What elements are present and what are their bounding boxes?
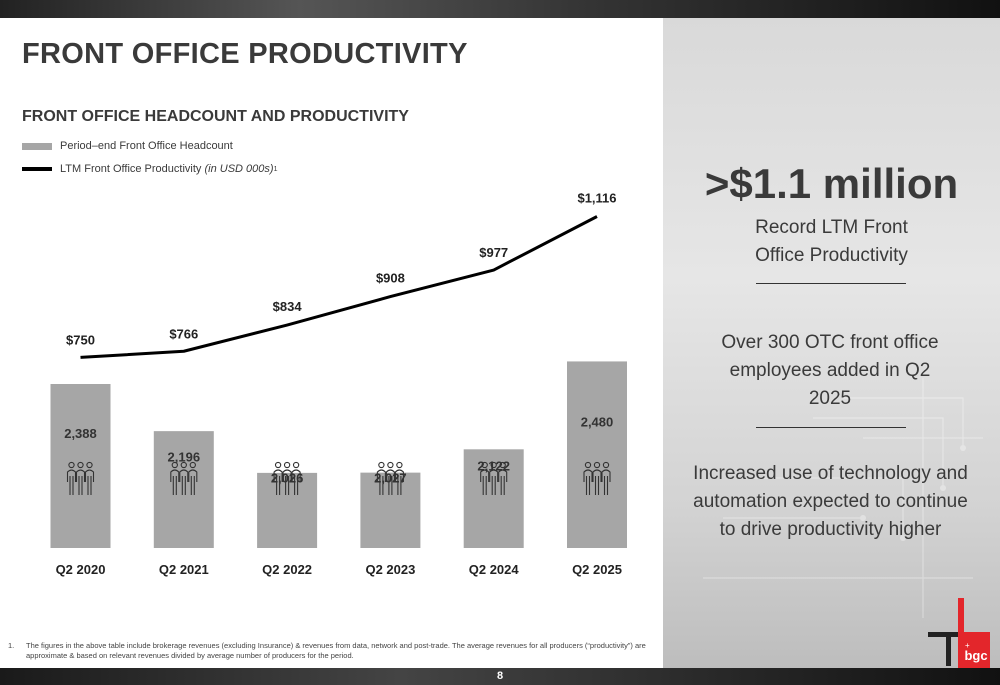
legend-line-label: LTM Front Office Productivity — [60, 163, 202, 175]
legend-bar: Period–end Front Office Headcount — [22, 140, 233, 152]
people-icon — [66, 461, 95, 495]
line-value-label: $834 — [273, 299, 303, 314]
people-icon — [170, 461, 198, 495]
circuit-decoration — [703, 378, 983, 618]
page-title: FRONT OFFICE PRODUCTIVITY — [22, 38, 468, 70]
divider-1 — [756, 283, 906, 284]
bar-q2-2023 — [360, 472, 421, 548]
people-icon — [273, 461, 301, 495]
x-axis-label: Q2 2022 — [262, 562, 312, 577]
legend-line-swatch — [22, 167, 52, 171]
bgc-logo: bgc + — [928, 598, 990, 668]
highlight-technology: Increased use of technology and automati… — [693, 463, 968, 540]
bar-q2-2020 — [50, 384, 111, 548]
kpi-headline-caption: Record LTM Front Office Productivity — [755, 217, 908, 266]
line-value-label: $750 — [66, 332, 95, 347]
highlight-employees: Over 300 OTC front office employees adde… — [721, 332, 939, 409]
right-panel-background — [663, 18, 1000, 668]
bar-value-label: 2,480 — [581, 415, 614, 430]
kpi-headline: >$1.1 million — [704, 160, 959, 207]
people-icon — [480, 461, 508, 495]
productivity-line — [80, 215, 598, 359]
footnote-text: The figures in the above table include b… — [26, 641, 646, 660]
bar-value-label: 2,196 — [168, 450, 201, 465]
x-axis-label: Q2 2021 — [159, 562, 209, 577]
page-number: 8 — [496, 670, 504, 682]
chart-title: FRONT OFFICE HEADCOUNT AND PRODUCTIVITY — [22, 108, 409, 125]
line-value-label: $908 — [376, 271, 405, 286]
top-band — [0, 0, 1000, 18]
legend-line: LTM Front Office Productivity (in USD 00… — [22, 163, 277, 175]
x-axis-label: Q2 2025 — [572, 562, 622, 577]
footnote: 1. The figures in the above table includ… — [8, 641, 658, 661]
logo-text: bgc — [964, 648, 987, 663]
people-icon — [583, 461, 611, 495]
chart: 2,388 Q2 2020 2,196 Q2 2021 2,026 Q2 2022 2,02… — [50, 191, 627, 577]
legend-line-unit: (in USD 000s) — [204, 163, 274, 175]
x-axis-label: Q2 2023 — [365, 562, 415, 577]
bar-q2-2024 — [463, 449, 524, 548]
bar-value-label: 2,388 — [64, 426, 97, 441]
line-value-label: $1,116 — [577, 191, 616, 206]
bar-q2-2022 — [257, 472, 318, 548]
line-value-label: $766 — [169, 326, 198, 341]
bottom-band — [0, 668, 1000, 685]
bar-q2-2021 — [153, 431, 214, 548]
svg-text:+: + — [965, 641, 970, 650]
legend-bar-label: Period–end Front Office Headcount — [60, 140, 233, 152]
footnote-number: 1. — [8, 641, 15, 650]
x-axis-label: Q2 2020 — [56, 562, 106, 577]
bar-value-label: 2,026 — [271, 470, 304, 485]
legend-footnote-marker: 1 — [273, 165, 278, 173]
legend-bar-swatch — [22, 142, 52, 150]
divider-2 — [756, 427, 906, 428]
bar-q2-2025 — [567, 361, 627, 548]
people-icon — [376, 461, 404, 495]
bar-value-label: 2,027 — [374, 470, 407, 485]
x-axis-label: Q2 2024 — [469, 562, 520, 577]
line-value-label: $977 — [479, 245, 508, 260]
